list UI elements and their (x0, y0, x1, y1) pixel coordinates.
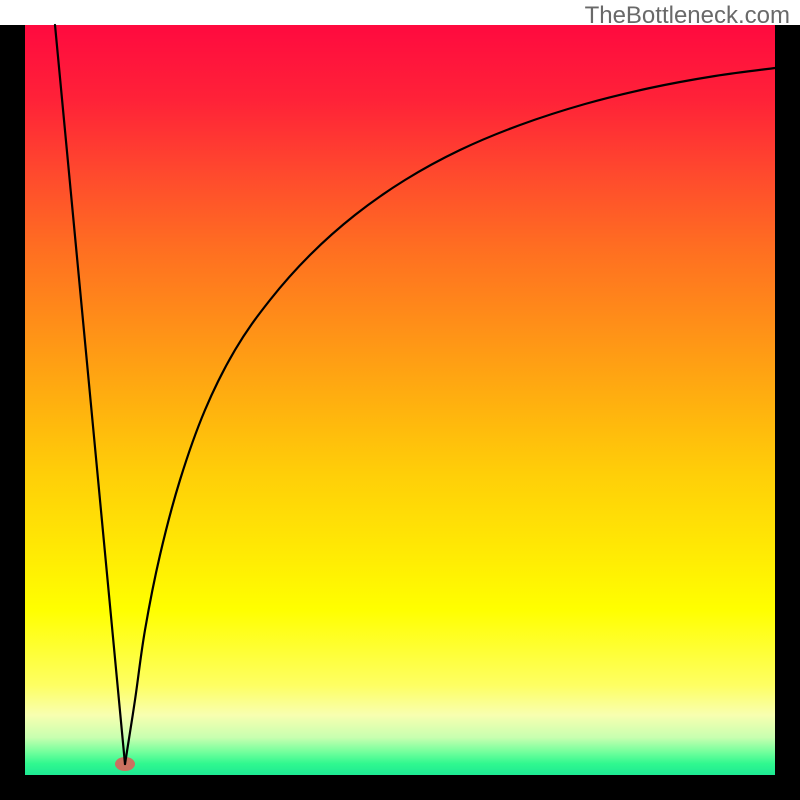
chart-container: { "watermark": "TheBottleneck.com", "cha… (0, 0, 800, 800)
watermark-text: TheBottleneck.com (585, 2, 790, 30)
axis-border-left (0, 25, 25, 800)
axis-border-right (775, 25, 800, 800)
bottleneck-chart (0, 0, 800, 800)
plot-background (25, 25, 775, 775)
axis-border-bottom (0, 775, 800, 800)
